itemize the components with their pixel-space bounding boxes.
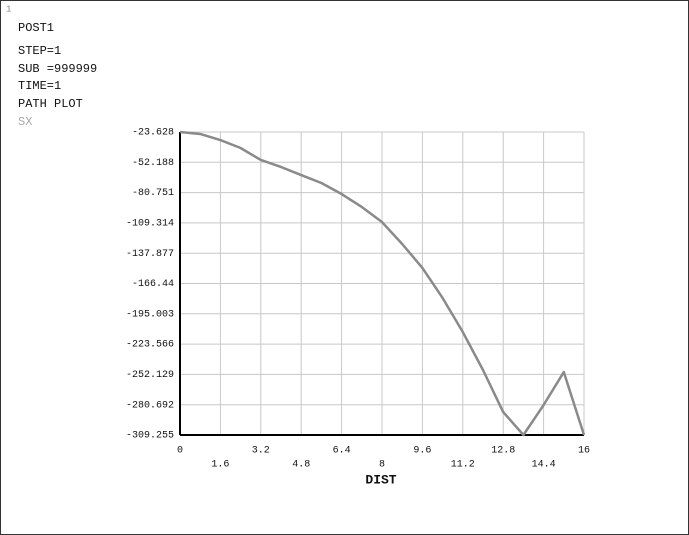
x-tick-label: 3.2 <box>252 446 270 457</box>
info-line: TIME=1 <box>18 79 61 93</box>
y-tick-label: -52.188 <box>132 158 174 169</box>
x-tick-label: 1.6 <box>211 460 229 471</box>
info-line: SUB =999999 <box>18 62 97 76</box>
chart-title: POST1 <box>18 21 54 35</box>
y-tick-label: -109.314 <box>126 219 174 230</box>
x-tick-label: 11.2 <box>451 460 475 471</box>
y-tick-label: -252.129 <box>126 370 174 381</box>
info-line: STEP=1 <box>18 44 61 58</box>
y-axis-label: SX <box>18 115 32 129</box>
y-tick-label: -223.566 <box>126 340 174 351</box>
y-tick-label: -80.751 <box>132 188 174 199</box>
y-tick-label: -195.003 <box>126 309 174 320</box>
x-tick-label: 6.4 <box>333 446 351 457</box>
x-tick-label: 0 <box>177 446 183 457</box>
info-line: PATH PLOT <box>18 97 83 111</box>
x-tick-label: 16 <box>578 446 590 457</box>
data-line <box>179 130 586 437</box>
window-number: 1 <box>6 4 11 14</box>
x-tick-label: 14.4 <box>532 460 556 471</box>
x-axis-label: DIST <box>365 472 396 487</box>
x-tick-label: 8 <box>379 460 385 471</box>
x-tick-label: 4.8 <box>292 460 310 471</box>
y-tick-label: -137.877 <box>126 249 174 260</box>
y-tick-label: -309.255 <box>126 431 174 442</box>
x-tick-label: 12.8 <box>491 446 515 457</box>
x-tick-label: 9.6 <box>413 446 431 457</box>
y-tick-label: -23.628 <box>132 128 174 139</box>
y-tick-label: -166.44 <box>132 279 174 290</box>
y-tick-label: -280.692 <box>126 400 174 411</box>
